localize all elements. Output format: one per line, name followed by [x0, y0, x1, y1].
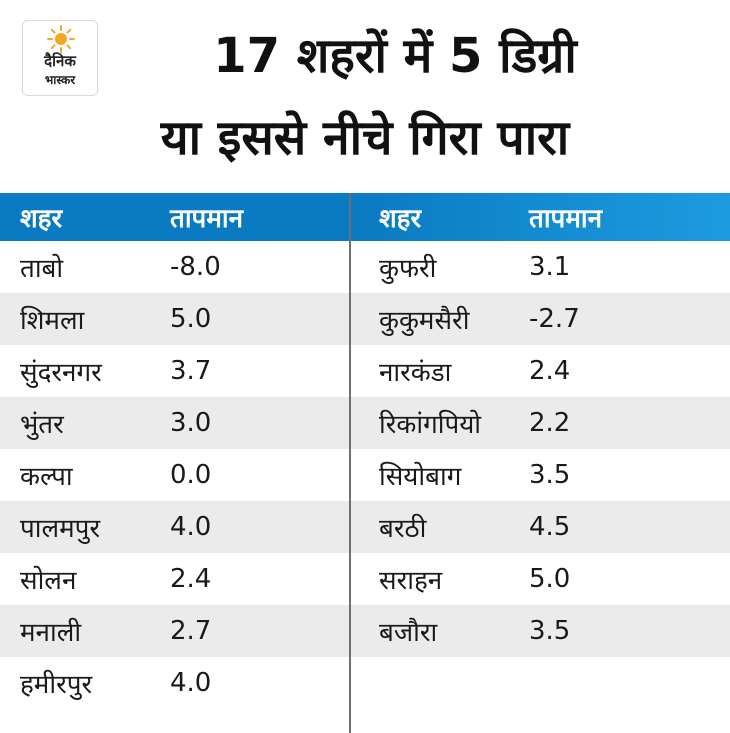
column-divider	[349, 193, 351, 733]
temperature-value: -2.7	[529, 304, 580, 334]
temperature-value: 0.0	[170, 460, 212, 490]
temperature-value: 3.7	[170, 356, 212, 386]
city-name: भुंतर	[20, 410, 64, 440]
dainik-bhaskar-logo: दैनिक भास्कर	[22, 20, 98, 96]
temperature-value: 3.1	[529, 252, 571, 282]
table-row: रिकांगपियो 2.2	[351, 397, 730, 449]
table-row: मनाली 2.7	[0, 605, 349, 657]
sun-icon	[47, 25, 75, 53]
city-name: ताबो	[20, 254, 64, 284]
temperature-value: 3.5	[529, 616, 571, 646]
table-row: कुकुमसैरी -2.7	[351, 293, 730, 345]
temperature-value: 5.0	[170, 304, 212, 334]
temperature-value: 5.0	[529, 564, 571, 594]
city-name: सुंदरनगर	[20, 358, 102, 388]
table-row: सुंदरनगर 3.7	[0, 345, 349, 397]
city-name: कल्पा	[20, 462, 73, 492]
table-row: कल्पा 0.0	[0, 449, 349, 501]
temperature-table: शहर तापमान ताबो -8.0 शिमला 5.0 सुंदरनगर 3.7 भु…	[0, 193, 730, 733]
table-row: बरठी 4.5	[351, 501, 730, 553]
temperature-value: 4.5	[529, 512, 571, 542]
table-row: नारकंडा 2.4	[351, 345, 730, 397]
table-header-right: शहर तापमान	[351, 193, 730, 241]
table-header-left: शहर तापमान	[0, 193, 349, 241]
temperature-value: 2.7	[170, 616, 212, 646]
city-name: सोलन	[20, 566, 77, 596]
headline-line-2: या इससे नीचे गिरा पारा	[160, 110, 570, 166]
city-name: मनाली	[20, 618, 82, 648]
headline-line-1: 17 शहरों में 5 डिग्री	[213, 28, 577, 84]
table-left-column: शहर तापमान ताबो -8.0 शिमला 5.0 सुंदरनगर 3.7 भु…	[0, 193, 349, 709]
temperature-value: 3.5	[529, 460, 571, 490]
table-row: सोलन 2.4	[0, 553, 349, 605]
temperature-value: 4.0	[170, 512, 212, 542]
table-row: कुफरी 3.1	[351, 241, 730, 293]
table-row: सियोबाग 3.5	[351, 449, 730, 501]
table-row: बजौरा 3.5	[351, 605, 730, 657]
city-name: कुकुमसैरी	[379, 306, 470, 336]
city-name: सराहन	[379, 566, 443, 596]
city-name: कुफरी	[379, 254, 437, 284]
temperature-value: 4.0	[170, 668, 212, 698]
temperature-value: 3.0	[170, 408, 212, 438]
temperature-value: 2.4	[170, 564, 212, 594]
header-temperature: तापमान	[170, 204, 244, 234]
temperature-value: -8.0	[170, 252, 221, 282]
logo-line-1: दैनिक	[44, 52, 76, 70]
city-name: सियोबाग	[379, 462, 462, 492]
header-city: शहर	[379, 204, 422, 234]
table-row: पालमपुर 4.0	[0, 501, 349, 553]
header-temperature: तापमान	[529, 204, 603, 234]
city-name: रिकांगपियो	[379, 410, 482, 440]
city-name: नारकंडा	[379, 358, 452, 388]
table-row: भुंतर 3.0	[0, 397, 349, 449]
temperature-value: 2.4	[529, 356, 571, 386]
table-row: ताबो -8.0	[0, 241, 349, 293]
table-row: शिमला 5.0	[0, 293, 349, 345]
city-name: बरठी	[379, 514, 427, 544]
temperature-value: 2.2	[529, 408, 571, 438]
table-row: सराहन 5.0	[351, 553, 730, 605]
city-name: बजौरा	[379, 618, 438, 648]
table-row: हमीरपुर 4.0	[0, 657, 349, 709]
city-name: पालमपुर	[20, 514, 101, 544]
logo-line-2: भास्कर	[44, 73, 76, 87]
city-name: शिमला	[20, 306, 85, 336]
header-city: शहर	[20, 204, 63, 234]
table-right-column: शहर तापमान कुफरी 3.1 कुकुमसैरी -2.7 नारकंडा 2…	[351, 193, 730, 657]
city-name: हमीरपुर	[20, 670, 93, 700]
